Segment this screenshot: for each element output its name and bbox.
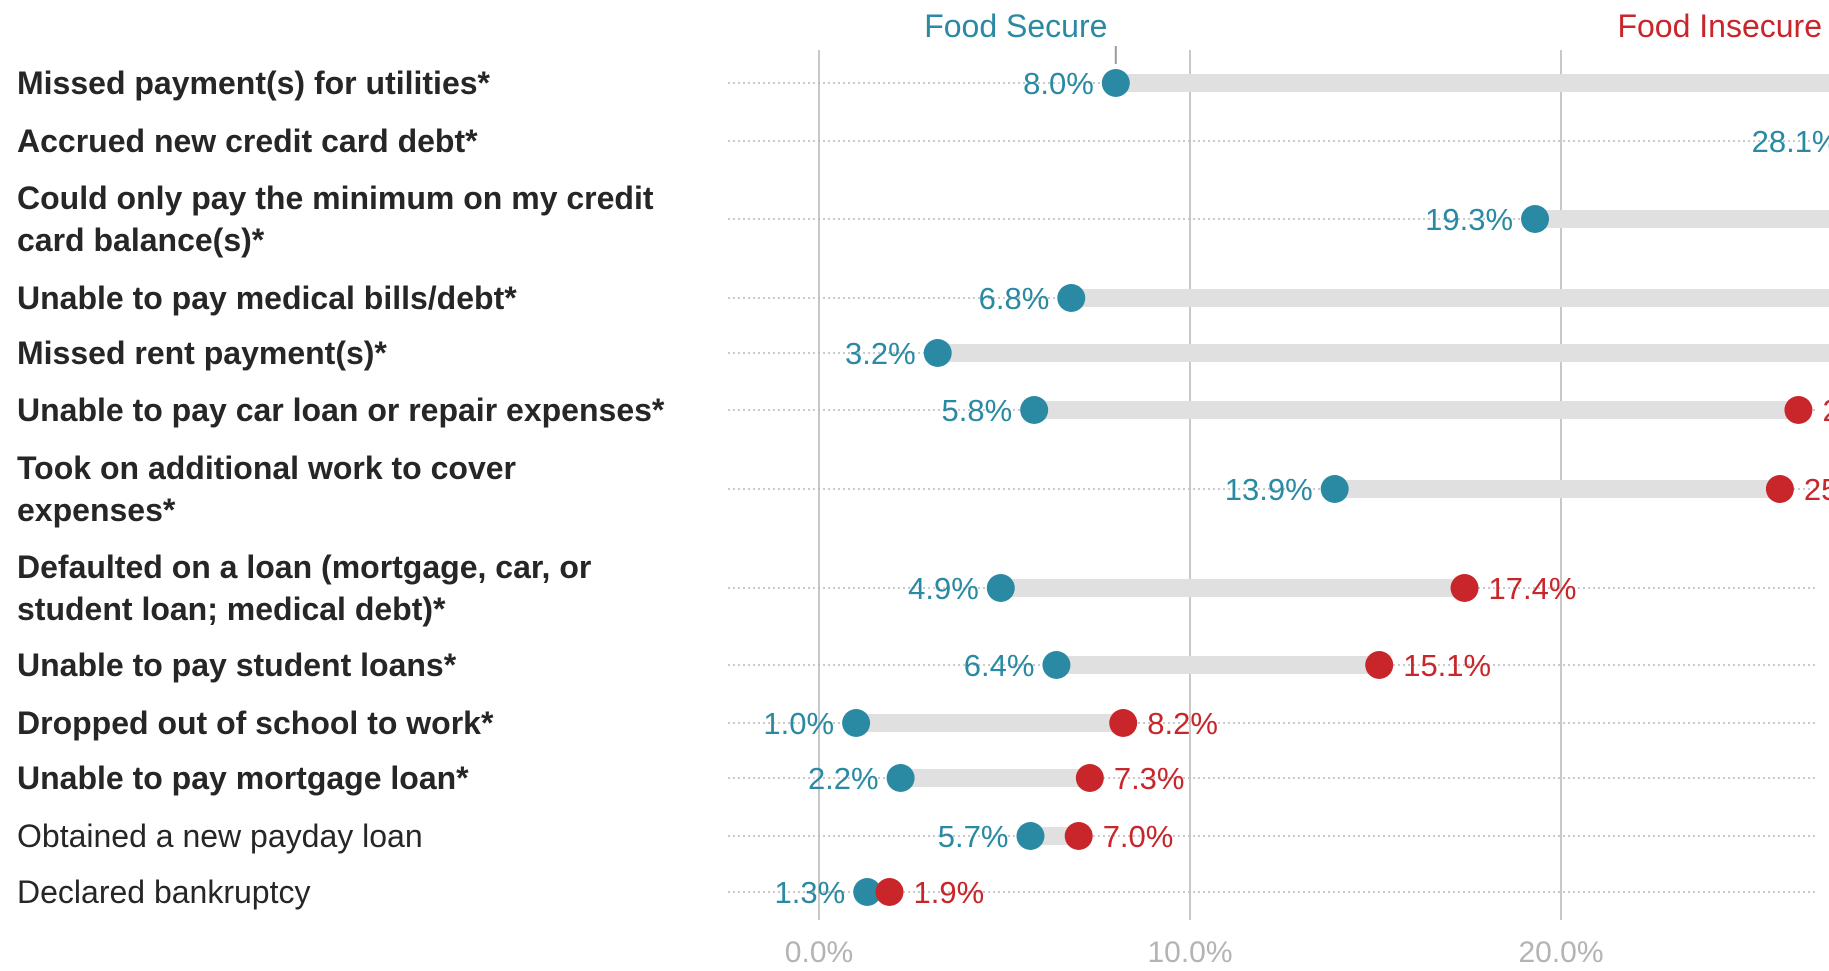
value-label-food-secure: 13.9% [1225, 472, 1313, 507]
value-label-food-insecure: 15.1% [1403, 648, 1491, 683]
dot-food-insecure [1784, 396, 1813, 424]
x-axis-tick-labels: 0.0%10.0%20.0%30.0%40.0%50.0% [785, 936, 1604, 969]
value-label-food-secure: 5.7% [938, 819, 1009, 854]
dot-food-secure [1320, 475, 1349, 503]
value-label-food-insecure: 17.4% [1489, 571, 1577, 606]
dot-food-secure [1020, 396, 1049, 424]
x-tick-label: 20.0% [1518, 936, 1603, 969]
category-label: Unable to pay student loans* [17, 647, 457, 683]
value-label-food-secure: 2.2% [808, 761, 879, 796]
value-label-food-insecure: 25.9% [1804, 472, 1829, 507]
dot-food-insecure [1075, 764, 1104, 792]
legend-food-insecure: Food Insecure [1617, 8, 1822, 44]
dot-food-secure [853, 878, 882, 906]
category-label: Obtained a new payday loan [17, 818, 423, 854]
legend: Food Secure Food Insecure [924, 8, 1822, 64]
value-label-food-secure: 1.0% [763, 706, 834, 741]
value-label-food-secure: 28.1% [1752, 124, 1829, 159]
category-label: card balance(s)* [17, 222, 265, 258]
dot-food-insecure [1450, 574, 1479, 602]
dumbbell-dots [842, 69, 1813, 906]
dot-food-secure [842, 709, 871, 737]
value-label-food-secure: 4.9% [908, 571, 979, 606]
dot-food-secure [1101, 69, 1130, 97]
dot-food-insecure [1064, 822, 1093, 850]
x-tick-label: 0.0% [785, 936, 853, 969]
dumbbell-connectors [856, 74, 1829, 901]
value-label-food-secure: 6.8% [979, 281, 1050, 316]
dot-food-insecure [1109, 709, 1138, 737]
dot-food-secure [1057, 284, 1086, 312]
value-label-food-secure: 1.3% [775, 875, 846, 910]
category-labels: Missed payment(s) for utilities* Accrued … [17, 65, 665, 910]
category-label: Unable to pay medical bills/debt* [17, 280, 517, 316]
value-label-food-secure: 3.2% [845, 336, 916, 371]
legend-food-secure: Food Secure [924, 8, 1107, 44]
dot-food-insecure [875, 878, 904, 906]
value-label-food-secure: 19.3% [1425, 202, 1513, 237]
category-label: Took on additional work to cover [17, 450, 516, 486]
dot-food-secure [1016, 822, 1045, 850]
value-label-food-insecure: 8.2% [1147, 706, 1218, 741]
dot-food-secure [986, 574, 1015, 602]
dot-food-insecure [1365, 651, 1394, 679]
value-label-food-insecure: 7.3% [1114, 761, 1185, 796]
value-label-food-secure: 5.8% [942, 393, 1013, 428]
dot-food-secure [1042, 651, 1071, 679]
category-label: Unable to pay car loan or repair expense… [17, 392, 665, 428]
category-label: expenses* [17, 492, 176, 528]
x-tick-label: 10.0% [1147, 936, 1232, 969]
value-labels: 8.0%46.5%28.1%44.1%19.3%39.4%6.8%33.2%3.… [763, 66, 1829, 910]
value-label-food-secure: 8.0% [1023, 66, 1094, 101]
category-label: Could only pay the minimum on my credit [17, 180, 654, 216]
dot-food-secure [923, 339, 952, 367]
category-label: Accrued new credit card debt* [17, 123, 478, 159]
category-label: Missed payment(s) for utilities* [17, 65, 491, 101]
value-label-food-secure: 6.4% [964, 648, 1035, 683]
category-label: student loan; medical debt)* [17, 591, 446, 627]
dot-food-secure [886, 764, 915, 792]
category-label: Declared bankruptcy [17, 874, 310, 910]
dot-food-secure [1521, 205, 1550, 233]
value-label-food-insecure: 26.4% [1822, 393, 1829, 428]
category-label: Missed rent payment(s)* [17, 335, 387, 371]
category-label: Unable to pay mortgage loan* [17, 760, 469, 796]
dot-food-insecure [1765, 475, 1794, 503]
category-label: Defaulted on a loan (mortgage, car, or [17, 549, 591, 585]
category-label: Dropped out of school to work* [17, 705, 494, 741]
value-label-food-insecure: 1.9% [913, 875, 984, 910]
value-label-food-insecure: 7.0% [1103, 819, 1174, 854]
